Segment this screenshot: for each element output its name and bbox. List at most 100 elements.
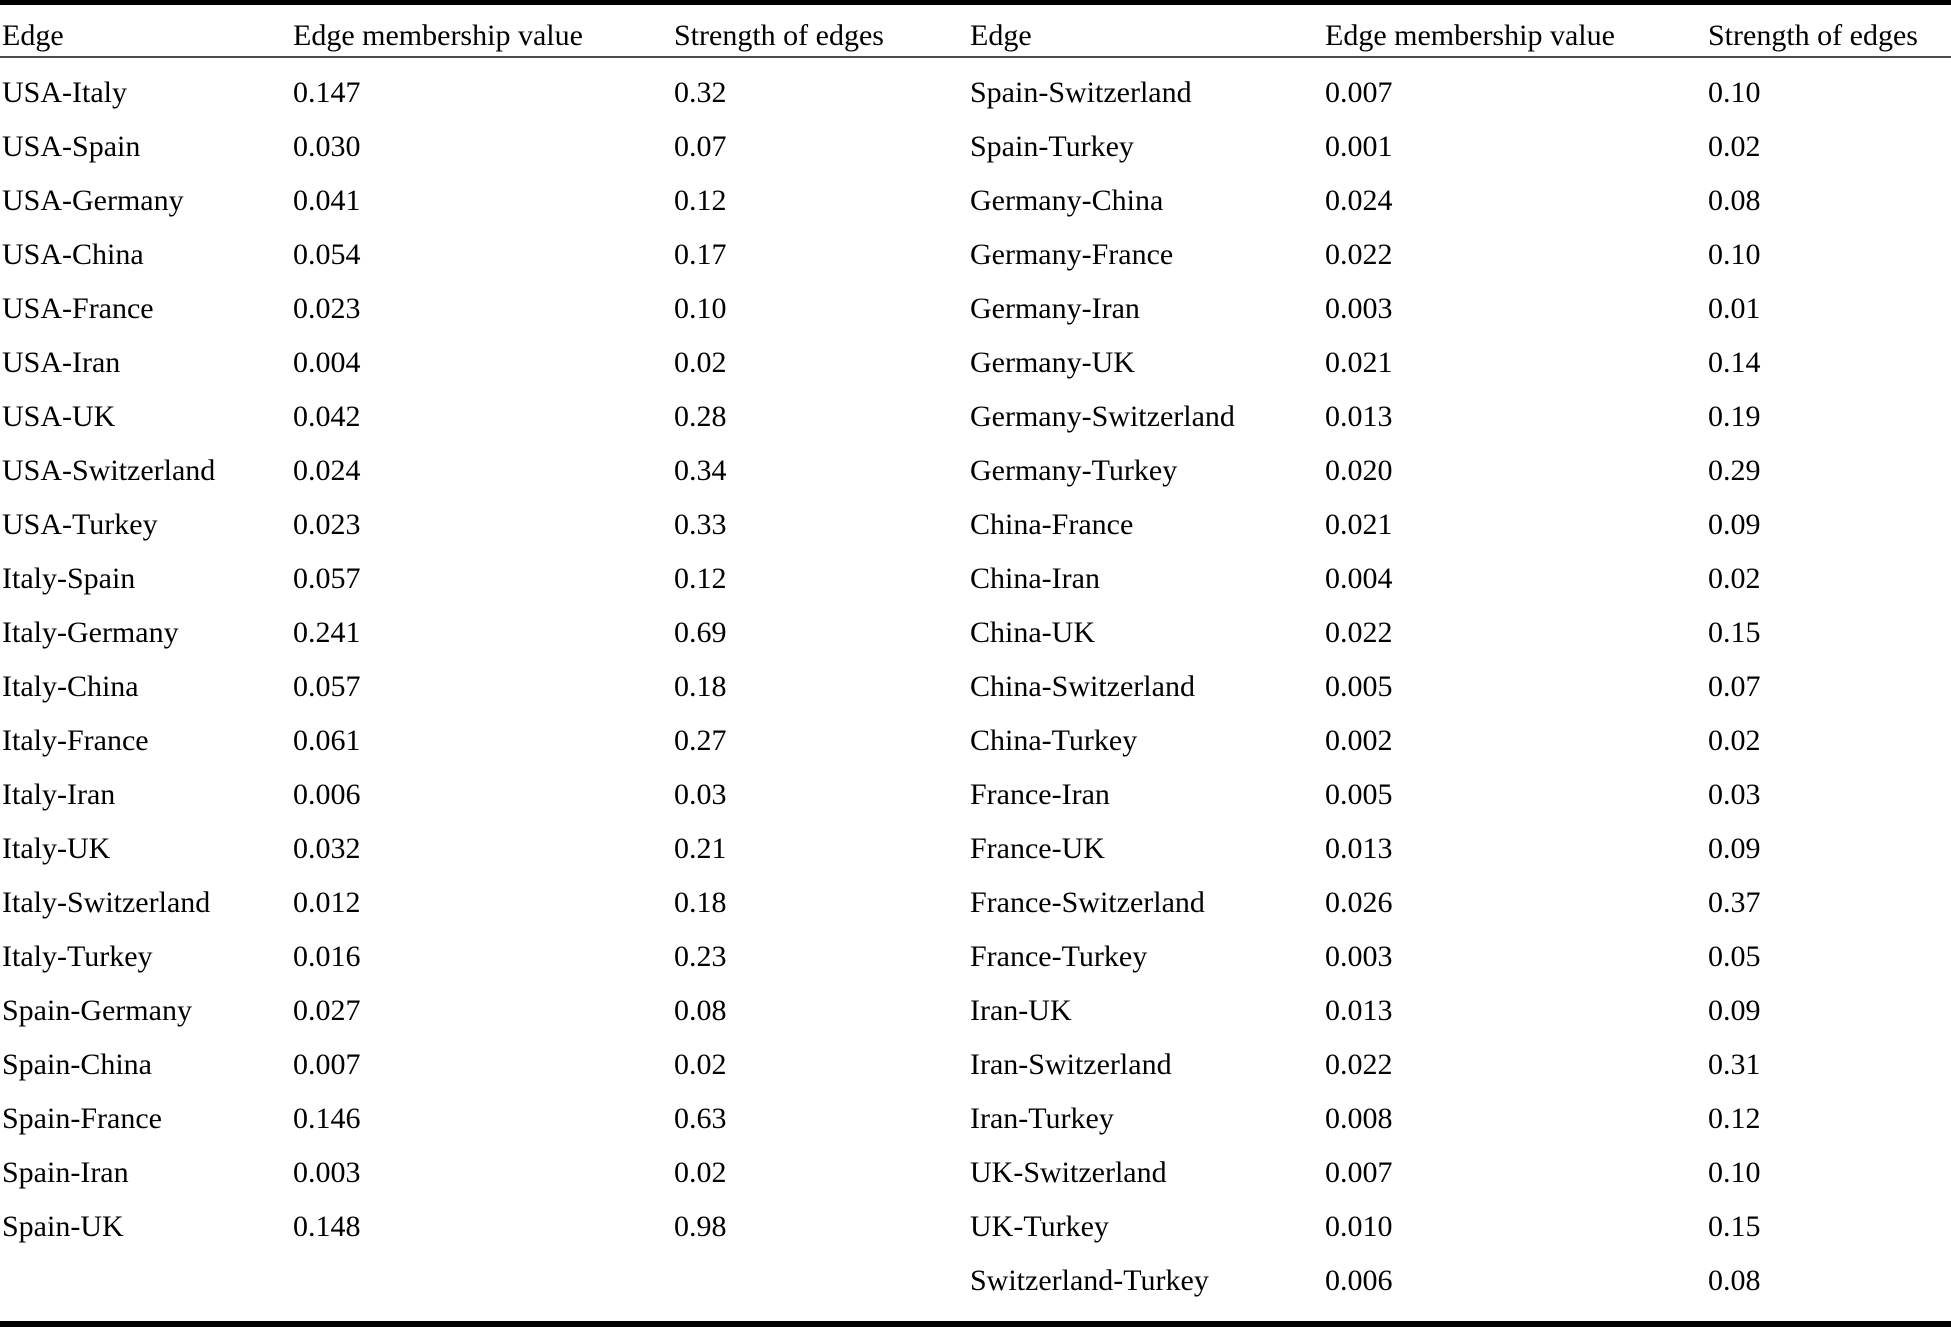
table-cell: 0.008 xyxy=(1325,1102,1393,1135)
table-row: Italy-UK 0.032 0.21 xyxy=(2,822,968,876)
table-row: Italy-Spain 0.057 0.12 xyxy=(2,552,968,606)
table-row: Italy-Turkey 0.016 0.23 xyxy=(2,930,968,984)
table-row: USA-France 0.023 0.10 xyxy=(2,282,968,336)
table-cell: 0.021 xyxy=(1325,508,1393,541)
table-cell: 0.27 xyxy=(674,724,727,757)
table-cell: 0.013 xyxy=(1325,400,1393,433)
table-cell: 0.07 xyxy=(1708,670,1761,703)
table-row: Germany-France 0.022 0.10 xyxy=(970,228,1951,282)
table-cell: 0.022 xyxy=(1325,238,1393,271)
table-cell: China-UK xyxy=(970,616,1095,649)
table-cell: Spain-Germany xyxy=(2,994,192,1027)
table-cell: China-Switzerland xyxy=(970,670,1195,703)
table-cell: 0.023 xyxy=(293,292,361,325)
table-cell: Italy-UK xyxy=(2,832,111,865)
table-cell: 0.18 xyxy=(674,670,727,703)
table-cell: 0.32 xyxy=(674,76,727,109)
table-cell: 0.020 xyxy=(1325,454,1393,487)
table-cell: Italy-China xyxy=(2,670,139,703)
table-row: USA-China 0.054 0.17 xyxy=(2,228,968,282)
table-cell: Germany-UK xyxy=(970,346,1135,379)
table-cell: 0.006 xyxy=(1325,1264,1393,1297)
table-row: Germany-Turkey 0.020 0.29 xyxy=(970,444,1951,498)
table-cell: Iran-Switzerland xyxy=(970,1048,1172,1081)
table-cell: 0.032 xyxy=(293,832,361,865)
table-cell: 0.03 xyxy=(1708,778,1761,811)
table-cell: Germany-Switzerland xyxy=(970,400,1235,433)
table-cell: 0.012 xyxy=(293,886,361,919)
table-cell: 0.29 xyxy=(1708,454,1761,487)
table-cell: 0.15 xyxy=(1708,616,1761,649)
header-row: Edge Edge membership value Strength of e… xyxy=(970,5,1951,66)
table-row: USA-Switzerland 0.024 0.34 xyxy=(2,444,968,498)
table-row: Spain-Switzerland 0.007 0.10 xyxy=(970,66,1951,120)
table-cell: 0.31 xyxy=(1708,1048,1761,1081)
table-cell: Germany-Turkey xyxy=(970,454,1178,487)
table-cell: 0.026 xyxy=(1325,886,1393,919)
table-cell: 0.05 xyxy=(1708,940,1761,973)
table-cell: UK-Turkey xyxy=(970,1210,1109,1243)
column-header-membership-value: Edge membership value xyxy=(293,18,583,52)
table-top-rule xyxy=(0,0,1951,5)
table-cell: Italy-Spain xyxy=(2,562,136,595)
table-row: Germany-Switzerland 0.013 0.19 xyxy=(970,390,1951,444)
table-cell: 0.024 xyxy=(1325,184,1393,217)
table-cell: 0.004 xyxy=(293,346,361,379)
table-cell: 0.14 xyxy=(1708,346,1761,379)
table-row: Germany-China 0.024 0.08 xyxy=(970,174,1951,228)
column-header-strength: Strength of edges xyxy=(1708,18,1918,52)
table-cell: 0.003 xyxy=(293,1156,361,1189)
table-cell: China-Iran xyxy=(970,562,1100,595)
table-cell: Germany-France xyxy=(970,238,1174,271)
table-cell: 0.33 xyxy=(674,508,727,541)
table-cell: 0.28 xyxy=(674,400,727,433)
table-cell: 0.054 xyxy=(293,238,361,271)
table-cell: 0.09 xyxy=(1708,508,1761,541)
table-row: Italy-France 0.061 0.27 xyxy=(2,714,968,768)
table-cell: UK-Switzerland xyxy=(970,1156,1167,1189)
table-cell: 0.005 xyxy=(1325,670,1393,703)
table-cell: 0.02 xyxy=(1708,724,1761,757)
table-row: France-Turkey 0.003 0.05 xyxy=(970,930,1951,984)
table-cell: Spain-Iran xyxy=(2,1156,129,1189)
table-row: France-Iran 0.005 0.03 xyxy=(970,768,1951,822)
table-row: China-Switzerland 0.005 0.07 xyxy=(970,660,1951,714)
table-bottom-rule xyxy=(0,1321,1951,1327)
table-cell: 0.023 xyxy=(293,508,361,541)
column-header-membership-value: Edge membership value xyxy=(1325,18,1615,52)
table-cell: 0.09 xyxy=(1708,994,1761,1027)
column-header-edge: Edge xyxy=(2,18,64,52)
table-cell: 0.006 xyxy=(293,778,361,811)
table-cell: USA-Turkey xyxy=(2,508,158,541)
table-cell: 0.013 xyxy=(1325,832,1393,865)
table-cell: 0.147 xyxy=(293,76,361,109)
table-cell: 0.12 xyxy=(674,184,727,217)
table-row: UK-Turkey 0.010 0.15 xyxy=(970,1200,1951,1254)
table-cell: 0.08 xyxy=(674,994,727,1027)
table-cell: Spain-France xyxy=(2,1102,162,1135)
table-row: USA-UK 0.042 0.28 xyxy=(2,390,968,444)
table-cell: 0.042 xyxy=(293,400,361,433)
table-row: UK-Switzerland 0.007 0.10 xyxy=(970,1146,1951,1200)
table-cell: Spain-China xyxy=(2,1048,152,1081)
table-cell: 0.19 xyxy=(1708,400,1761,433)
table-cell: 0.022 xyxy=(1325,1048,1393,1081)
table-cell: USA-Switzerland xyxy=(2,454,216,487)
table-cell: Spain-Turkey xyxy=(970,130,1134,163)
table-cell: 0.241 xyxy=(293,616,361,649)
table-cell: Iran-UK xyxy=(970,994,1072,1027)
table-row: Iran-UK 0.013 0.09 xyxy=(970,984,1951,1038)
table-cell: 0.02 xyxy=(1708,562,1761,595)
header-row: Edge Edge membership value Strength of e… xyxy=(2,5,968,66)
table-cell: 0.08 xyxy=(1708,184,1761,217)
table-cell: 0.057 xyxy=(293,670,361,703)
table-row: China-France 0.021 0.09 xyxy=(970,498,1951,552)
table-cell: 0.02 xyxy=(1708,130,1761,163)
table-cell: 0.013 xyxy=(1325,994,1393,1027)
table-cell: France-Switzerland xyxy=(970,886,1205,919)
table-row: France-Switzerland 0.026 0.37 xyxy=(970,876,1951,930)
table-cell: 0.63 xyxy=(674,1102,727,1135)
table-cell: 0.148 xyxy=(293,1210,361,1243)
table-cell: Germany-Iran xyxy=(970,292,1140,325)
column-header-edge: Edge xyxy=(970,18,1032,52)
